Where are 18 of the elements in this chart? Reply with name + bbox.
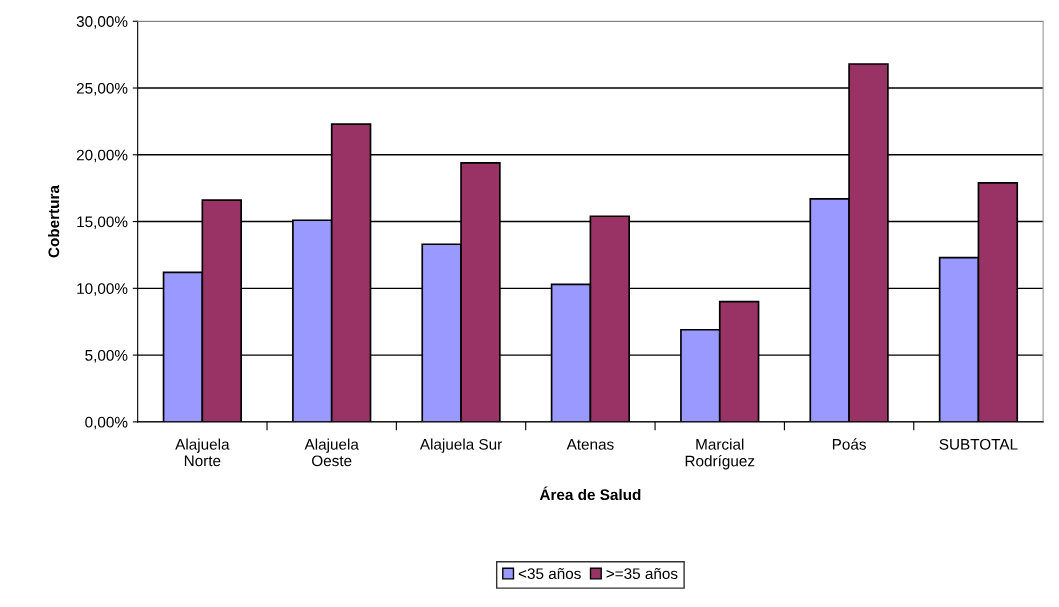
y-tick-label: 0,00% (85, 416, 128, 430)
y-axis-title: Cobertura (48, 184, 60, 258)
x-tick-label: Atenas (566, 439, 614, 450)
x-tick-label: Marcial Rodríguez (685, 438, 755, 470)
y-tick-label: 5,00% (85, 349, 128, 363)
legend-label: <35 años (518, 567, 581, 580)
x-tick-label: SUBTOTAL (939, 438, 1018, 450)
x-tick-label: Poás (832, 438, 866, 450)
y-tick-label: 25,00% (76, 82, 128, 96)
x-tick-label: Alajuela Norte (175, 438, 230, 467)
x-tick-label: Alajuela Oeste (304, 438, 359, 467)
x-tick-label: Alajuela Sur (419, 438, 502, 453)
y-tick-label: 10,00% (77, 283, 128, 296)
x-axis-title: Área de Salud (539, 486, 641, 501)
y-tick-label: 15,00% (77, 216, 128, 230)
legend-label: >=35 años (606, 567, 678, 580)
y-tick-label: 30,00% (76, 16, 128, 29)
y-tick-label: 20,00% (76, 149, 128, 163)
